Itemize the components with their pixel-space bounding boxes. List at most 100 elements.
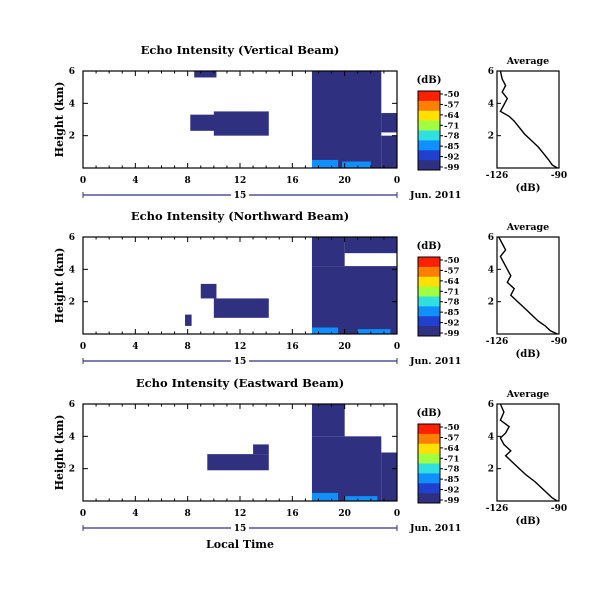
colorbar-swatch	[418, 326, 440, 337]
profile-x-tick-label: -126	[486, 504, 509, 514]
x-axis-label: Local Time	[206, 538, 274, 551]
y-tick-label: 2	[69, 465, 75, 475]
echo-cell	[213, 298, 269, 318]
profile-y-tick-label: 6	[488, 400, 494, 410]
echo-cell	[357, 329, 391, 334]
x-tick-label: 0	[394, 342, 400, 352]
echo-cell	[207, 454, 269, 471]
profile-line	[498, 236, 558, 335]
colorbar-tick-label: -92	[444, 486, 459, 496]
x-tick-label: 0	[80, 342, 86, 352]
colorbar-swatch	[418, 473, 440, 484]
y-axis-label: Height (km)	[53, 248, 66, 324]
echo-cell	[253, 444, 269, 455]
colorbar-swatch	[418, 100, 440, 112]
colorbar-tick-label: -78	[444, 298, 459, 308]
echo-cell	[194, 71, 217, 78]
colorbar-tick-label: -64	[444, 111, 459, 121]
y-axis-label: Height (km)	[53, 415, 66, 491]
echo-cell	[185, 314, 192, 326]
profile-y-tick-label: 6	[488, 67, 494, 77]
profile-y-tick-label: 6	[488, 233, 494, 243]
colorbar-tick-label: -50	[444, 256, 459, 266]
date-day-bg	[231, 189, 249, 200]
colorbar-tick-label: -57	[444, 100, 459, 110]
profile-x-tick-label: -90	[551, 337, 567, 347]
x-tick-label: 0	[80, 176, 86, 186]
colorbar-tick-label: -64	[444, 277, 459, 287]
date-month-label: Jun. 2011	[409, 356, 461, 367]
colorbar-frame	[417, 256, 441, 337]
echo-cell	[311, 492, 339, 501]
colorbar-swatch	[418, 463, 440, 474]
colorbar-swatch	[418, 140, 440, 151]
profile-frame	[496, 70, 560, 169]
x-tick-label: 8	[185, 509, 191, 519]
echo-cell	[200, 283, 217, 299]
profile-xlabel: (dB)	[516, 349, 541, 360]
echo-cell	[311, 159, 339, 168]
date-day-label: 15	[234, 524, 247, 534]
colorbar-tick-label: -92	[444, 319, 459, 329]
profile-x-tick-label: -126	[486, 337, 509, 347]
x-tick-label: 8	[185, 342, 191, 352]
x-tick-label: 20	[338, 509, 351, 519]
echo-cell	[344, 496, 378, 501]
profile-y-tick-label: 2	[488, 132, 494, 142]
profile-y-tick-label: 4	[488, 432, 494, 442]
profile-xlabel: (dB)	[516, 516, 541, 527]
echo-cell	[381, 452, 397, 501]
x-tick-label: 8	[185, 176, 191, 186]
profile-x-tick-label: -90	[551, 504, 567, 514]
colorbar-tick-label: -64	[444, 444, 459, 454]
date-day-label: 15	[234, 191, 247, 201]
y-tick-label: 2	[69, 132, 75, 142]
y-tick-label: 4	[69, 432, 75, 442]
x-tick-label: 20	[338, 342, 351, 352]
colorbar-tick-label: -85	[444, 142, 459, 152]
colorbar-tick-label: -71	[444, 121, 459, 131]
echo-cell	[213, 111, 269, 136]
panel-1	[82, 236, 560, 366]
colorbar-tick-label: -99	[444, 329, 459, 339]
colorbar-tick-label: -85	[444, 308, 459, 318]
colorbar-swatch	[418, 424, 440, 435]
colorbar-swatch	[418, 453, 440, 464]
colorbar-tick-label: -71	[444, 454, 459, 464]
echo-cell	[342, 161, 371, 168]
x-tick-label: 20	[338, 176, 351, 186]
x-tick-label: 0	[394, 176, 400, 186]
colorbar-tick-label: -85	[444, 475, 459, 485]
colorbar-tick-label: -57	[444, 433, 459, 443]
colorbar-tick-label: -78	[444, 465, 459, 475]
colorbar-swatch	[418, 286, 440, 297]
echo-cell	[381, 135, 397, 168]
panel-title: Echo Intensity (Northward Beam)	[131, 209, 349, 223]
colorbar-tick-label: -99	[444, 163, 459, 173]
echo-cell	[311, 237, 345, 267]
colorbar-tick-label: -78	[444, 132, 459, 142]
echo-cell	[344, 237, 397, 254]
colorbar-swatch	[418, 160, 440, 171]
y-tick-label: 6	[69, 233, 75, 243]
profile-y-tick-label: 2	[488, 298, 494, 308]
panel-title: Echo Intensity (Vertical Beam)	[141, 43, 340, 57]
date-month-label: Jun. 2011	[409, 523, 461, 534]
colorbar-swatch	[418, 433, 440, 445]
profile-title: Average	[506, 389, 549, 400]
y-axis-label: Height (km)	[53, 82, 66, 158]
colorbar-tick-label: -50	[444, 423, 459, 433]
profile-title: Average	[506, 222, 549, 233]
y-tick-label: 6	[69, 67, 75, 77]
date-day-bg	[231, 355, 249, 366]
colorbar-swatch	[418, 130, 440, 141]
date-day-bg	[231, 522, 249, 533]
panel-title: Echo Intensity (Eastward Beam)	[136, 376, 344, 390]
profile-x-tick-label: -90	[551, 171, 567, 181]
colorbar-swatch	[418, 316, 440, 327]
x-tick-label: 0	[80, 509, 86, 519]
colorbar-swatch	[418, 120, 440, 131]
colorbar-tick-label: -57	[444, 266, 459, 276]
colorbar-swatch	[418, 257, 440, 268]
profile-y-tick-label: 4	[488, 99, 494, 109]
